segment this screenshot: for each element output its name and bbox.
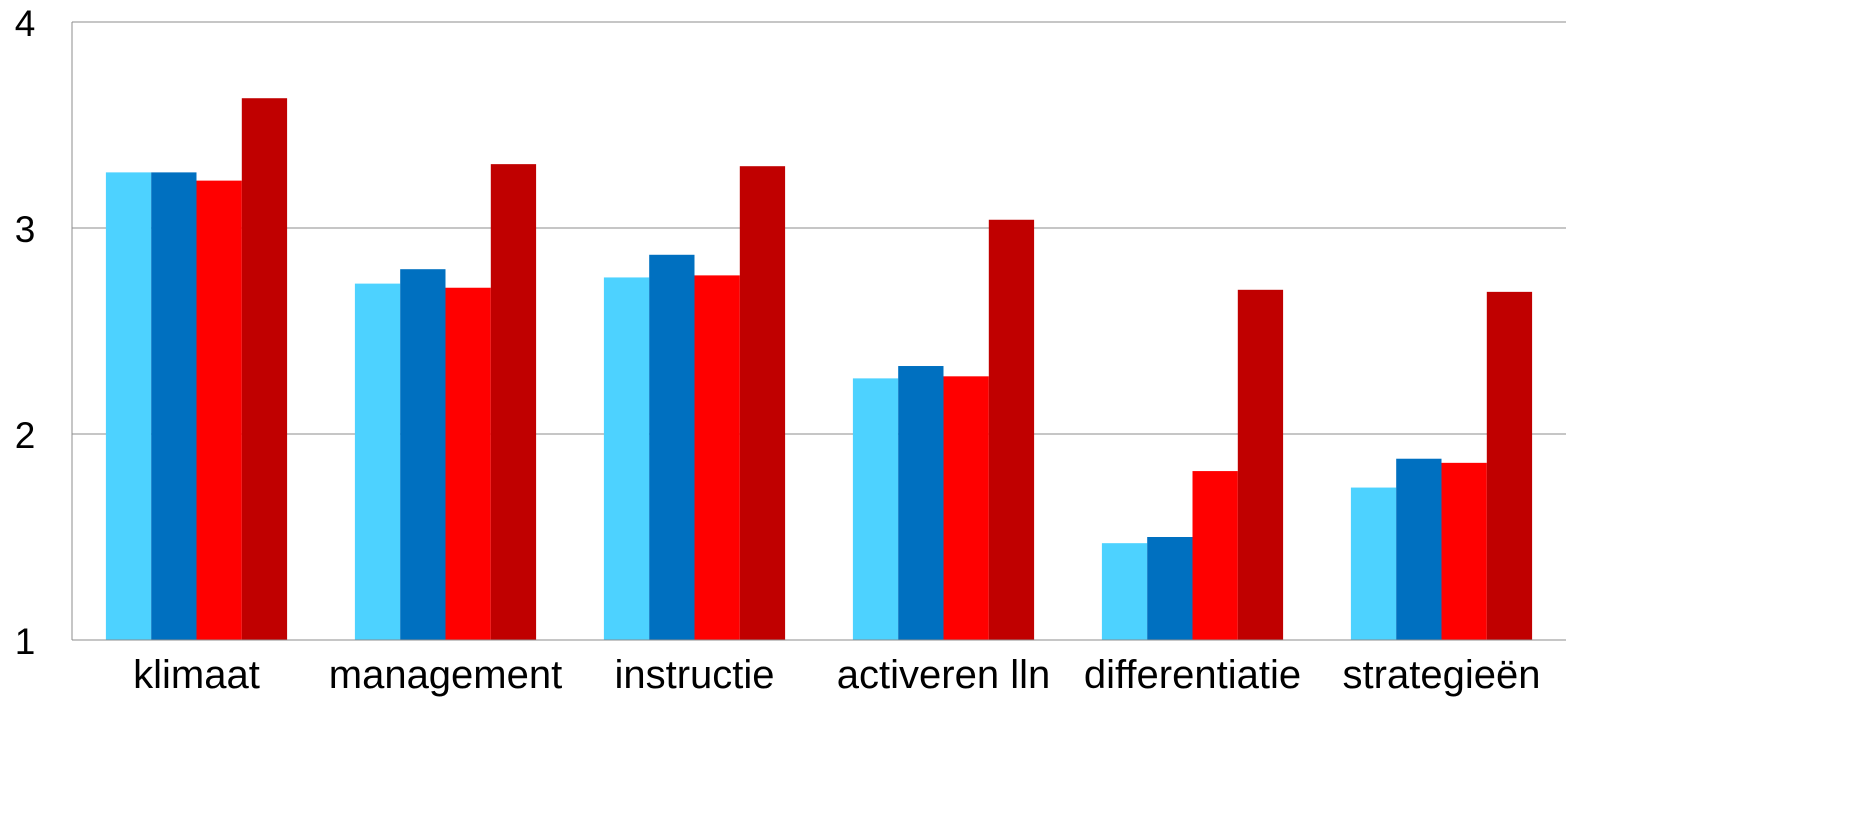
bar-activeren-lln-series-1 [852, 378, 899, 640]
bar-strategieën-series-3 [1441, 462, 1487, 640]
bar-differentiatie-series-4 [1237, 289, 1284, 640]
bar-instructie-series-2 [649, 254, 695, 640]
bar-strategieën-series-2 [1396, 458, 1442, 640]
bar-activeren-lln-series-2 [898, 366, 944, 640]
bars [105, 98, 1533, 641]
bar-klimaat-series-2 [151, 172, 197, 640]
axes [71, 22, 1566, 641]
bar-differentiatie-series-2 [1147, 537, 1193, 640]
x-tick-label-strategieën: strategieën [1343, 653, 1541, 697]
y-tick-label-2: 2 [15, 415, 36, 456]
x-tick-label-instructie: instructie [614, 653, 774, 697]
bar-klimaat-series-3 [196, 180, 242, 640]
y-tick-label-3: 3 [15, 209, 36, 250]
x-tick-label-activeren-lln: activeren lln [837, 653, 1050, 697]
bar-activeren-lln-series-3 [943, 376, 989, 640]
bar-management-series-1 [354, 283, 401, 640]
gridlines [72, 21, 1566, 435]
bar-instructie-series-3 [694, 275, 740, 640]
bar-differentiatie-series-1 [1101, 543, 1148, 640]
bar-klimaat-series-4 [241, 98, 288, 641]
bar-differentiatie-series-3 [1192, 471, 1238, 640]
x-tick-label-management: management [329, 653, 562, 697]
bar-management-series-2 [400, 269, 446, 640]
x-tick-labels: klimaat management instructie activeren lln… [133, 653, 1540, 697]
bar-instructie-series-1 [603, 277, 650, 640]
bar-klimaat-series-1 [105, 172, 152, 640]
x-tick-label-differentiatie: differentiatie [1084, 653, 1301, 697]
bar-management-series-3 [445, 287, 491, 640]
bar-strategieën-series-1 [1350, 487, 1397, 640]
bar-instructie-series-4 [739, 166, 786, 640]
y-tick-label-4: 4 [15, 3, 36, 44]
y-tick-labels: 1 2 3 4 [15, 3, 36, 662]
x-tick-label-klimaat: klimaat [133, 653, 260, 697]
bar-activeren-lln-series-4 [988, 219, 1035, 640]
y-tick-label-1: 1 [15, 621, 36, 662]
bar-management-series-4 [490, 164, 537, 640]
bar-strategieën-series-4 [1486, 291, 1533, 640]
